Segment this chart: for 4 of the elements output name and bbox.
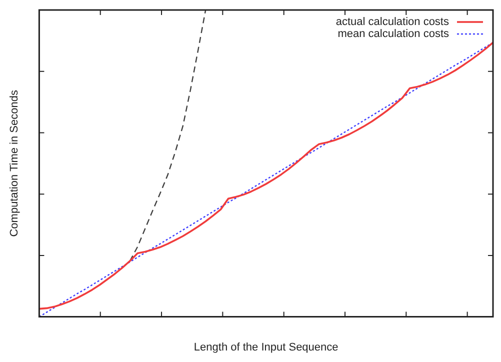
legend-label: actual calculation costs: [336, 16, 450, 28]
legend-label: mean calculation costs: [338, 28, 450, 40]
x-axis-title: Length of the Input Sequence: [194, 341, 338, 354]
y-axis-title: Computation Time in Seconds: [8, 90, 21, 237]
